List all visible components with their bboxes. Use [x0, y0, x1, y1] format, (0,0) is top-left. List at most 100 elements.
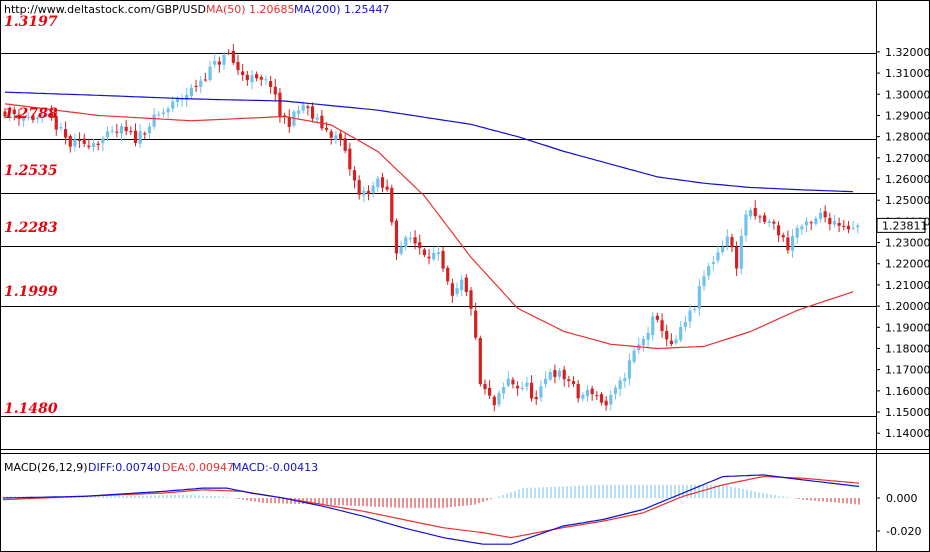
ma200-label: MA(200): [294, 3, 341, 16]
candle-body: [804, 221, 809, 226]
price-tick-label: 1.19000: [885, 321, 930, 334]
candle-body: [54, 116, 58, 130]
price-tick-label: 1.26000: [885, 173, 930, 186]
candle-body: [91, 143, 96, 147]
candle-body: [259, 77, 263, 80]
candle-body: [171, 101, 175, 109]
candle-body: [441, 250, 445, 269]
candle-body: [296, 110, 301, 114]
candle-body: [790, 236, 795, 251]
candle-body: [711, 262, 715, 265]
candle-body: [516, 385, 520, 389]
macd-diff-line: [2, 474, 860, 545]
candle-body: [427, 256, 431, 259]
candle-body: [856, 225, 860, 228]
candle-body: [674, 339, 678, 344]
candle-body: [320, 115, 324, 129]
ma200-value: 1.25447: [344, 3, 390, 16]
candle-body: [166, 108, 170, 113]
candle-body: [693, 309, 697, 311]
candle-body: [529, 382, 534, 399]
candle-body: [36, 117, 40, 120]
ma200-line: [4, 91, 854, 193]
candle-body: [581, 394, 585, 399]
candle-body: [534, 396, 538, 400]
candle-body: [781, 235, 785, 238]
candle-body: [250, 75, 254, 83]
candle-body: [236, 61, 240, 71]
ma50-line: [4, 103, 854, 350]
candle-body: [161, 112, 166, 114]
candle-body: [31, 115, 35, 121]
candle-body: [208, 66, 212, 80]
candle-body: [562, 369, 566, 380]
price-tick-label: 1.17000: [885, 364, 930, 377]
candle-body: [730, 237, 734, 248]
macd-tick-label: 0.000: [886, 492, 918, 505]
candle-body: [735, 246, 739, 269]
candle-body: [217, 61, 221, 65]
macd-label: MACD(26,12,9): [4, 461, 88, 474]
candle-body: [800, 226, 804, 230]
candle-body: [707, 266, 711, 276]
candle-body: [157, 114, 161, 116]
candle-body: [231, 50, 235, 63]
candle-body: [520, 387, 524, 389]
candle-body: [315, 117, 319, 120]
price-tick-label: 1.15000: [885, 406, 930, 419]
candle-body: [68, 135, 72, 147]
candle-body: [147, 126, 152, 134]
candle-body: [380, 177, 385, 188]
candle-body: [101, 138, 105, 144]
candle-body: [87, 145, 91, 148]
candle-body: [818, 212, 823, 220]
candle-body: [637, 344, 641, 351]
candle-body: [716, 252, 720, 261]
candle-body: [492, 396, 496, 406]
price-tick-label: 1.23000: [885, 237, 930, 250]
candle-body: [390, 187, 394, 223]
candle-body: [557, 370, 562, 377]
level-label-3: 1.2535: [4, 163, 58, 179]
candle-body: [483, 383, 487, 390]
candle-body: [767, 221, 771, 223]
candle-body: [50, 113, 54, 118]
candle-body: [632, 350, 636, 362]
price-tick-label: 1.16000: [885, 385, 930, 398]
candle-body: [129, 131, 133, 133]
candle-body: [460, 279, 464, 290]
candle-body: [376, 178, 380, 188]
candle-body: [739, 235, 743, 269]
candle-body: [348, 148, 352, 170]
candle-body: [12, 109, 16, 115]
level-label-4: 1.2283: [4, 220, 58, 236]
candle-body: [604, 400, 608, 406]
candle-body: [814, 218, 818, 224]
price-tick-label: 1.27000: [885, 152, 930, 165]
candle-body: [697, 286, 701, 309]
candle-body: [22, 117, 26, 121]
candle-body: [366, 190, 371, 194]
candle-body: [394, 220, 399, 254]
candle-body: [422, 249, 426, 256]
level-label-2: 1.2788: [4, 106, 58, 122]
candle-body: [3, 111, 7, 117]
candle-body: [497, 392, 501, 405]
candle-body: [809, 222, 813, 224]
candle-body: [278, 92, 282, 117]
candle-body: [627, 360, 632, 379]
level-label-6: 1.1480: [4, 401, 58, 417]
candle-body: [143, 133, 147, 135]
candle-body: [408, 237, 413, 240]
candle-body: [310, 106, 315, 119]
candle-body: [651, 316, 655, 335]
candle-body: [823, 211, 827, 218]
candle-body: [851, 227, 855, 229]
candle-body: [82, 138, 86, 144]
candle-body: [269, 81, 273, 87]
price-tick-label: 1.22000: [885, 258, 930, 271]
candle-body: [623, 378, 627, 381]
candle-body: [362, 190, 366, 196]
ma50-label: MA(50): [206, 3, 246, 16]
candle-body: [688, 310, 692, 322]
